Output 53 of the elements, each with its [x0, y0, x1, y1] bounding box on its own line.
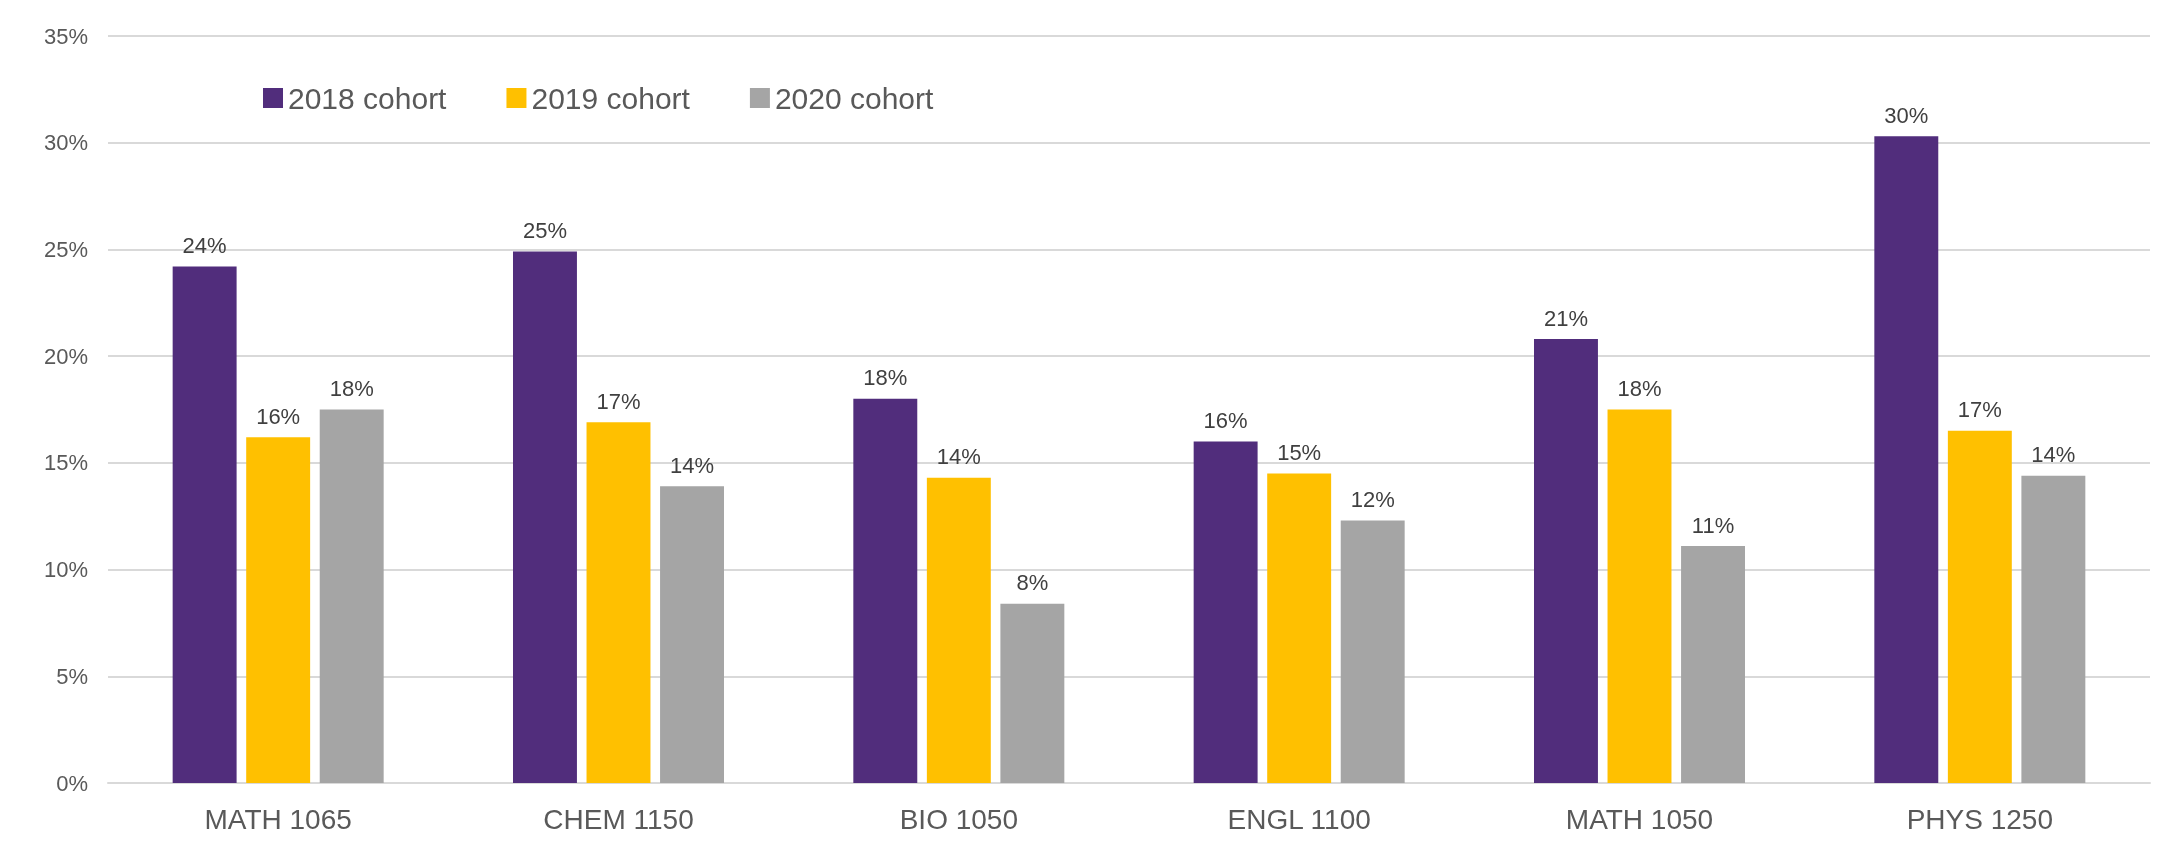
data-label: 15%	[1277, 440, 1322, 466]
data-label: 18%	[863, 365, 908, 391]
y-tick-label: 30%	[43, 130, 88, 156]
data-label: 14%	[936, 444, 981, 470]
bar	[660, 486, 724, 783]
legend-label: 2019 cohort	[531, 81, 691, 115]
y-tick-label: 15%	[43, 450, 88, 476]
bar	[853, 398, 918, 783]
bar	[1267, 473, 1332, 783]
bar	[513, 251, 577, 783]
bar	[1534, 339, 1598, 783]
data-label: 18%	[1617, 376, 1662, 401]
y-tick-label: 10%	[43, 557, 88, 583]
bar	[246, 437, 311, 783]
legend-label: 2020 cohort	[774, 81, 935, 115]
data-label: 12%	[1350, 486, 1395, 512]
bar	[1681, 546, 1745, 783]
data-label: 16%	[256, 403, 301, 429]
bar	[1340, 520, 1405, 783]
legend-label: 2018 cohort	[288, 81, 448, 115]
y-tick-label: 5%	[56, 663, 88, 689]
bar	[172, 266, 237, 783]
x-tick-label: ENGL 1100	[1227, 803, 1371, 835]
data-label: 30%	[1884, 102, 1929, 128]
bar	[926, 477, 991, 783]
x-tick-label: PHYS 1250	[1906, 803, 2053, 835]
data-label: 24%	[182, 233, 227, 258]
data-label: 8%	[1016, 570, 1049, 596]
data-label: 16%	[1203, 408, 1248, 434]
data-label: 17%	[1957, 397, 2002, 423]
bar	[1193, 441, 1258, 783]
data-label: 14%	[2031, 442, 2076, 468]
bar	[1947, 430, 2012, 783]
data-label: 18%	[329, 376, 374, 401]
data-label: 25%	[522, 218, 567, 244]
y-tick-label: 25%	[43, 236, 88, 262]
x-tick-label: CHEM 1150	[543, 803, 694, 835]
bar	[1874, 136, 1939, 783]
bar	[2021, 475, 2086, 783]
y-tick-label: 35%	[43, 23, 88, 49]
y-tick-label: 20%	[43, 343, 88, 369]
x-tick-label: MATH 1065	[204, 803, 352, 835]
data-label: 11%	[1691, 512, 1735, 538]
bar	[586, 422, 651, 783]
data-label: 21%	[1543, 305, 1588, 331]
y-tick-label: 0%	[56, 770, 88, 796]
bar	[319, 409, 384, 783]
bar	[1000, 603, 1065, 783]
x-tick-label: MATH 1050	[1565, 803, 1714, 835]
data-label: 17%	[596, 388, 641, 414]
bar	[1607, 409, 1672, 783]
x-tick-label: BIO 1050	[899, 803, 1018, 835]
data-label: 14%	[670, 452, 715, 478]
